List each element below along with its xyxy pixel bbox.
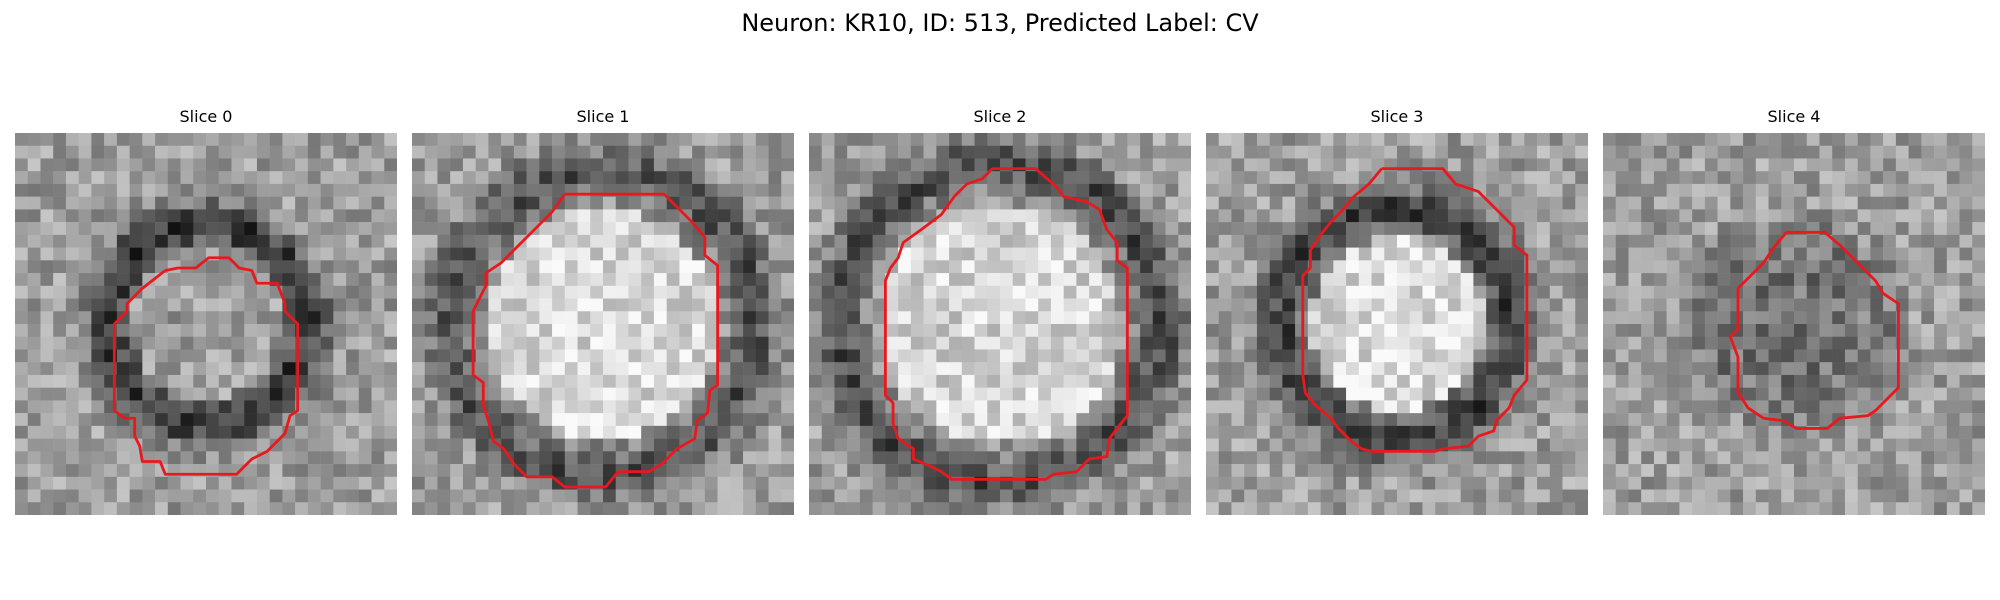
figure-title: Neuron: KR10, ID: 513, Predicted Label: … [741, 9, 1259, 37]
slice-title: Slice 0 [179, 107, 233, 126]
slice-panel-1: Slice 1 [412, 106, 794, 515]
pixel-grid [412, 133, 794, 515]
roi-contour [883, 167, 1129, 481]
pixel-grid [1603, 133, 1985, 515]
roi-contour [471, 192, 720, 489]
slice-panel-3: Slice 3 [1206, 106, 1588, 515]
slice-panel-4: Slice 4 [1603, 106, 1985, 515]
slice-panel-2: Slice 2 [809, 106, 1191, 515]
slice-image [412, 133, 794, 515]
slice-image [1603, 133, 1985, 515]
slice-image [15, 133, 397, 515]
slice-title: Slice 2 [973, 107, 1027, 126]
pixel-grid [15, 133, 397, 515]
slice-panel-0: Slice 0 [15, 106, 397, 515]
roi-contour [1728, 230, 1900, 430]
roi-contour [1301, 167, 1529, 453]
pixel-grid [809, 133, 1191, 515]
slice-image [809, 133, 1191, 515]
slice-image [1206, 133, 1588, 515]
slice-title: Slice 1 [576, 107, 630, 126]
pixel-grid [1206, 133, 1588, 515]
roi-contour [112, 256, 300, 476]
slice-title: Slice 3 [1370, 107, 1424, 126]
slice-title: Slice 4 [1767, 107, 1821, 126]
